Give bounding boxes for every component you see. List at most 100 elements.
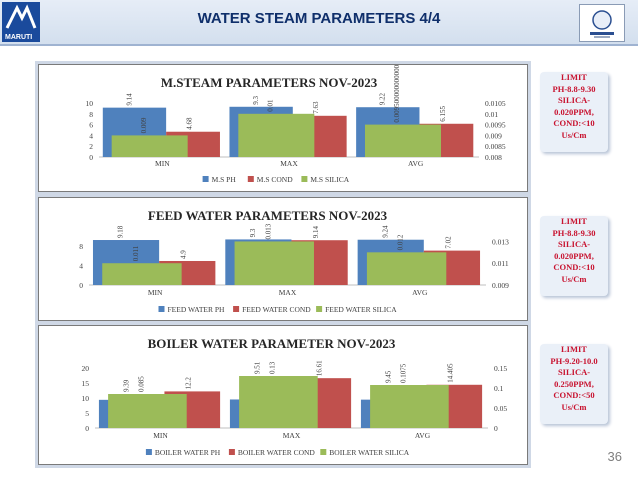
legend-label: FEED WATER PH [168, 305, 226, 314]
data-label: 9.24 [381, 225, 389, 238]
right-tick-label: 0.0085 [485, 142, 506, 151]
right-tick-label: 0.009 [492, 281, 509, 290]
feedwater-limit-note: LIMIT PH-8.8-9.30 SILICA- 0.020PPM, COND… [540, 216, 608, 296]
silica-bar [239, 376, 318, 428]
right-tick-label: 0.0095 [485, 121, 506, 130]
boilerwater-chart-panel: BOILER WATER PARAMETER NOV-2023 0 5 10 15 20 0… [38, 325, 528, 465]
category-label: MIN [148, 288, 163, 297]
silica-bar [234, 241, 314, 285]
silica-bar [366, 252, 447, 285]
legend-label: BOILER WATER SILICA [329, 448, 409, 457]
category-label: MIN [153, 431, 168, 440]
right-tick-label: 0.15 [494, 364, 507, 373]
data-label: 4.68 [185, 117, 193, 130]
right-tick-label: 0.1 [494, 384, 504, 393]
silica-bar [108, 394, 187, 428]
legend-swatch [316, 306, 323, 312]
data-label: 12.2 [185, 377, 193, 390]
data-label: 0.01 [267, 99, 275, 112]
data-label: 0.013 [264, 223, 272, 239]
right-tick-label: 0.0105 [485, 99, 506, 108]
data-label: 0.085 [137, 376, 145, 392]
silica-bar [102, 263, 182, 285]
maruti-logo: MARUTI [2, 2, 40, 42]
legend-label: FEED WATER SILICA [325, 305, 397, 314]
left-tick-label: 6 [89, 121, 93, 130]
right-tick-label: 0.01 [485, 110, 498, 119]
category-label: AVG [415, 431, 431, 440]
category-label: MIN [155, 159, 170, 168]
data-label: 0.011 [132, 245, 140, 261]
msteam-chart: M.STEAM PARAMETERS NOV-2023 0 2 46 8 10 0.008 0… [86, 61, 506, 184]
right-tick-label: 0.008 [485, 153, 502, 162]
data-label: 0.13 [268, 361, 276, 374]
legend-swatch [228, 449, 235, 455]
legend-label: M.S COND [257, 175, 293, 184]
data-label: 6.155 [439, 106, 447, 122]
left-tick-label: 0 [89, 153, 93, 162]
legend-swatch [202, 176, 209, 182]
data-label: 0.009 [140, 117, 148, 133]
data-label: 9.3 [252, 96, 260, 105]
legend-label: BOILER WATER PH [155, 448, 221, 457]
left-tick-label: 4 [79, 261, 83, 270]
data-label: 9.22 [379, 92, 387, 105]
legend-swatch [233, 306, 240, 312]
msteam-limit-note: LIMIT PH-8.8-9.30 SILICA- 0.020PPM, COND… [540, 72, 608, 152]
left-tick-label: 5 [85, 409, 89, 418]
data-label: 16.61 [316, 360, 324, 376]
right-tick-label: 0 [494, 424, 498, 433]
chart-title: M.STEAM PARAMETERS NOV-2023 [161, 75, 378, 90]
data-label: 14.405 [447, 363, 455, 383]
category-label: MAX [283, 431, 301, 440]
silica-bar [111, 135, 188, 157]
right-tick-label: 0.009 [485, 131, 502, 140]
feedwater-chart-panel: FEED WATER PARAMETERS NOV-2023 0 4 8 0.009 0.… [38, 197, 528, 321]
logo-text: MARUTI [5, 34, 33, 41]
header-bar: MARUTI WATER STEAM PARAMETERS 4/4 [0, 0, 638, 46]
data-label: 0.012 [397, 234, 405, 250]
boilerwater-limit-note: LIMIT PH-9.20-10.0 SILICA- 0.250PPM, CON… [540, 344, 608, 424]
silica-bar [365, 124, 441, 157]
chart-title: BOILER WATER PARAMETER NOV-2023 [148, 336, 396, 351]
data-label: 9.51 [253, 361, 261, 374]
left-tick-label: 2 [89, 142, 93, 151]
data-label: 9.3 [249, 228, 257, 237]
legend-label: M.S SILICA [310, 175, 349, 184]
category-label: MAX [280, 159, 298, 168]
category-label: AVG [412, 288, 428, 297]
legend-swatch [320, 449, 327, 455]
data-label: 9.18 [117, 225, 125, 238]
logo-mark-icon [5, 4, 37, 29]
page-number: 36 [607, 449, 622, 464]
right-tick-label: 0.011 [492, 259, 509, 268]
right-tick-label: 0.013 [492, 237, 509, 246]
data-label: 7.63 [312, 101, 320, 114]
feedwater-chart: FEED WATER PARAMETERS NOV-2023 0 4 8 0.009 0.… [79, 208, 509, 314]
msteam-chart-panel: M.STEAM PARAMETERS NOV-2023 0 2 4 6 8 10 0.008 0… [38, 61, 528, 192]
left-tick-label: 0 [79, 281, 83, 290]
data-label: 9.14 [312, 225, 320, 238]
left-tick-label: 15 [82, 379, 90, 388]
left-tick-label: 10 [82, 394, 90, 403]
data-label: 9.39 [122, 379, 130, 392]
left-tick-label: 0 [85, 424, 89, 433]
data-label: 9.14 [125, 93, 133, 106]
category-label: AVG [408, 159, 424, 168]
data-label: 0.0095000000000001 [393, 65, 401, 123]
left-tick-label: 8 [79, 242, 83, 251]
right-tick-label: 0.05 [494, 404, 507, 413]
boilerwater-chart: BOILER WATER PARAMETER NOV-2023 0 5 10 15 20 0… [82, 336, 508, 457]
silica-bar [238, 113, 315, 157]
legend-label: BOILER WATER COND [238, 448, 316, 457]
silica-bar [370, 385, 449, 428]
legend-label: M.S PH [212, 175, 237, 184]
legend-swatch [158, 306, 165, 312]
data-label: 7.02 [444, 236, 452, 249]
certification-seal-icon [590, 10, 614, 38]
chart-title: FEED WATER PARAMETERS NOV-2023 [148, 208, 388, 223]
page-title: WATER STEAM PARAMETERS 4/4 [197, 10, 441, 27]
legend-swatch [247, 176, 254, 182]
data-label: 0.1075 [399, 363, 407, 383]
data-label: 9.45 [384, 370, 392, 383]
